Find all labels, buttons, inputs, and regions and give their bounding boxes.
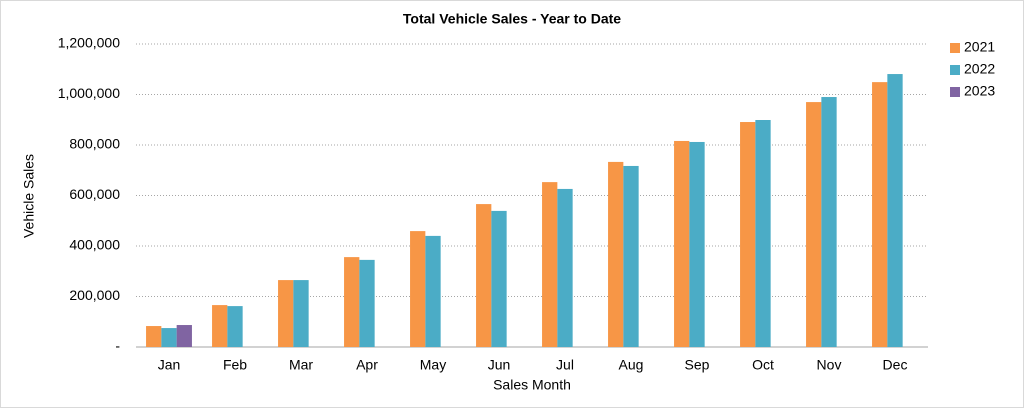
legend-swatch xyxy=(950,43,960,53)
legend-label: 2021 xyxy=(964,39,995,55)
x-tick-label: May xyxy=(420,357,446,373)
bar xyxy=(491,210,507,347)
bar xyxy=(806,102,822,347)
x-tick-label: Sep xyxy=(685,357,710,373)
y-tick-label: 200,000 xyxy=(69,287,120,303)
y-axis-label: Vehicle Sales xyxy=(21,154,37,238)
bar xyxy=(344,257,360,347)
bar xyxy=(623,165,639,347)
bar xyxy=(755,120,771,347)
y-tick-label: 1,000,000 xyxy=(58,85,120,101)
x-tick-label: Feb xyxy=(223,357,247,373)
y-tick-label: - xyxy=(115,338,120,354)
bar xyxy=(425,235,441,347)
bar xyxy=(227,306,243,347)
bar xyxy=(161,328,177,347)
bar xyxy=(608,161,624,347)
bar xyxy=(872,82,888,347)
chart-title: Total Vehicle Sales - Year to Date xyxy=(403,11,621,27)
x-tick-label: Nov xyxy=(817,357,842,373)
legend-label: 2023 xyxy=(964,83,995,99)
x-tick-label: Apr xyxy=(356,357,378,373)
y-tick-label: 1,200,000 xyxy=(58,35,120,51)
y-tick-label: 600,000 xyxy=(69,186,120,202)
x-tick-label: Jun xyxy=(488,357,511,373)
x-tick-label: Aug xyxy=(619,357,644,373)
legend-label: 2022 xyxy=(964,61,995,77)
bar xyxy=(542,182,558,347)
bar xyxy=(212,305,228,347)
legend-swatch xyxy=(950,65,960,75)
x-tick-label: Oct xyxy=(752,357,774,373)
bar xyxy=(821,97,837,348)
bar xyxy=(278,280,294,347)
y-tick-label: 400,000 xyxy=(69,237,120,253)
bar xyxy=(740,122,756,348)
bar xyxy=(674,140,690,347)
bar xyxy=(293,280,309,347)
legend-swatch xyxy=(950,87,960,97)
bar xyxy=(887,74,903,348)
bar xyxy=(557,188,573,347)
bar xyxy=(410,231,426,347)
x-tick-label: Jan xyxy=(158,357,181,373)
x-tick-label: Dec xyxy=(883,357,908,373)
y-tick-label: 800,000 xyxy=(69,136,120,152)
x-axis-label: Sales Month xyxy=(493,377,571,393)
bar xyxy=(476,204,492,347)
x-tick-label: Jul xyxy=(556,357,574,373)
bar xyxy=(689,141,705,347)
bar xyxy=(359,259,375,347)
bar xyxy=(176,325,192,347)
x-tick-label: Mar xyxy=(289,357,313,373)
bar xyxy=(146,326,162,347)
